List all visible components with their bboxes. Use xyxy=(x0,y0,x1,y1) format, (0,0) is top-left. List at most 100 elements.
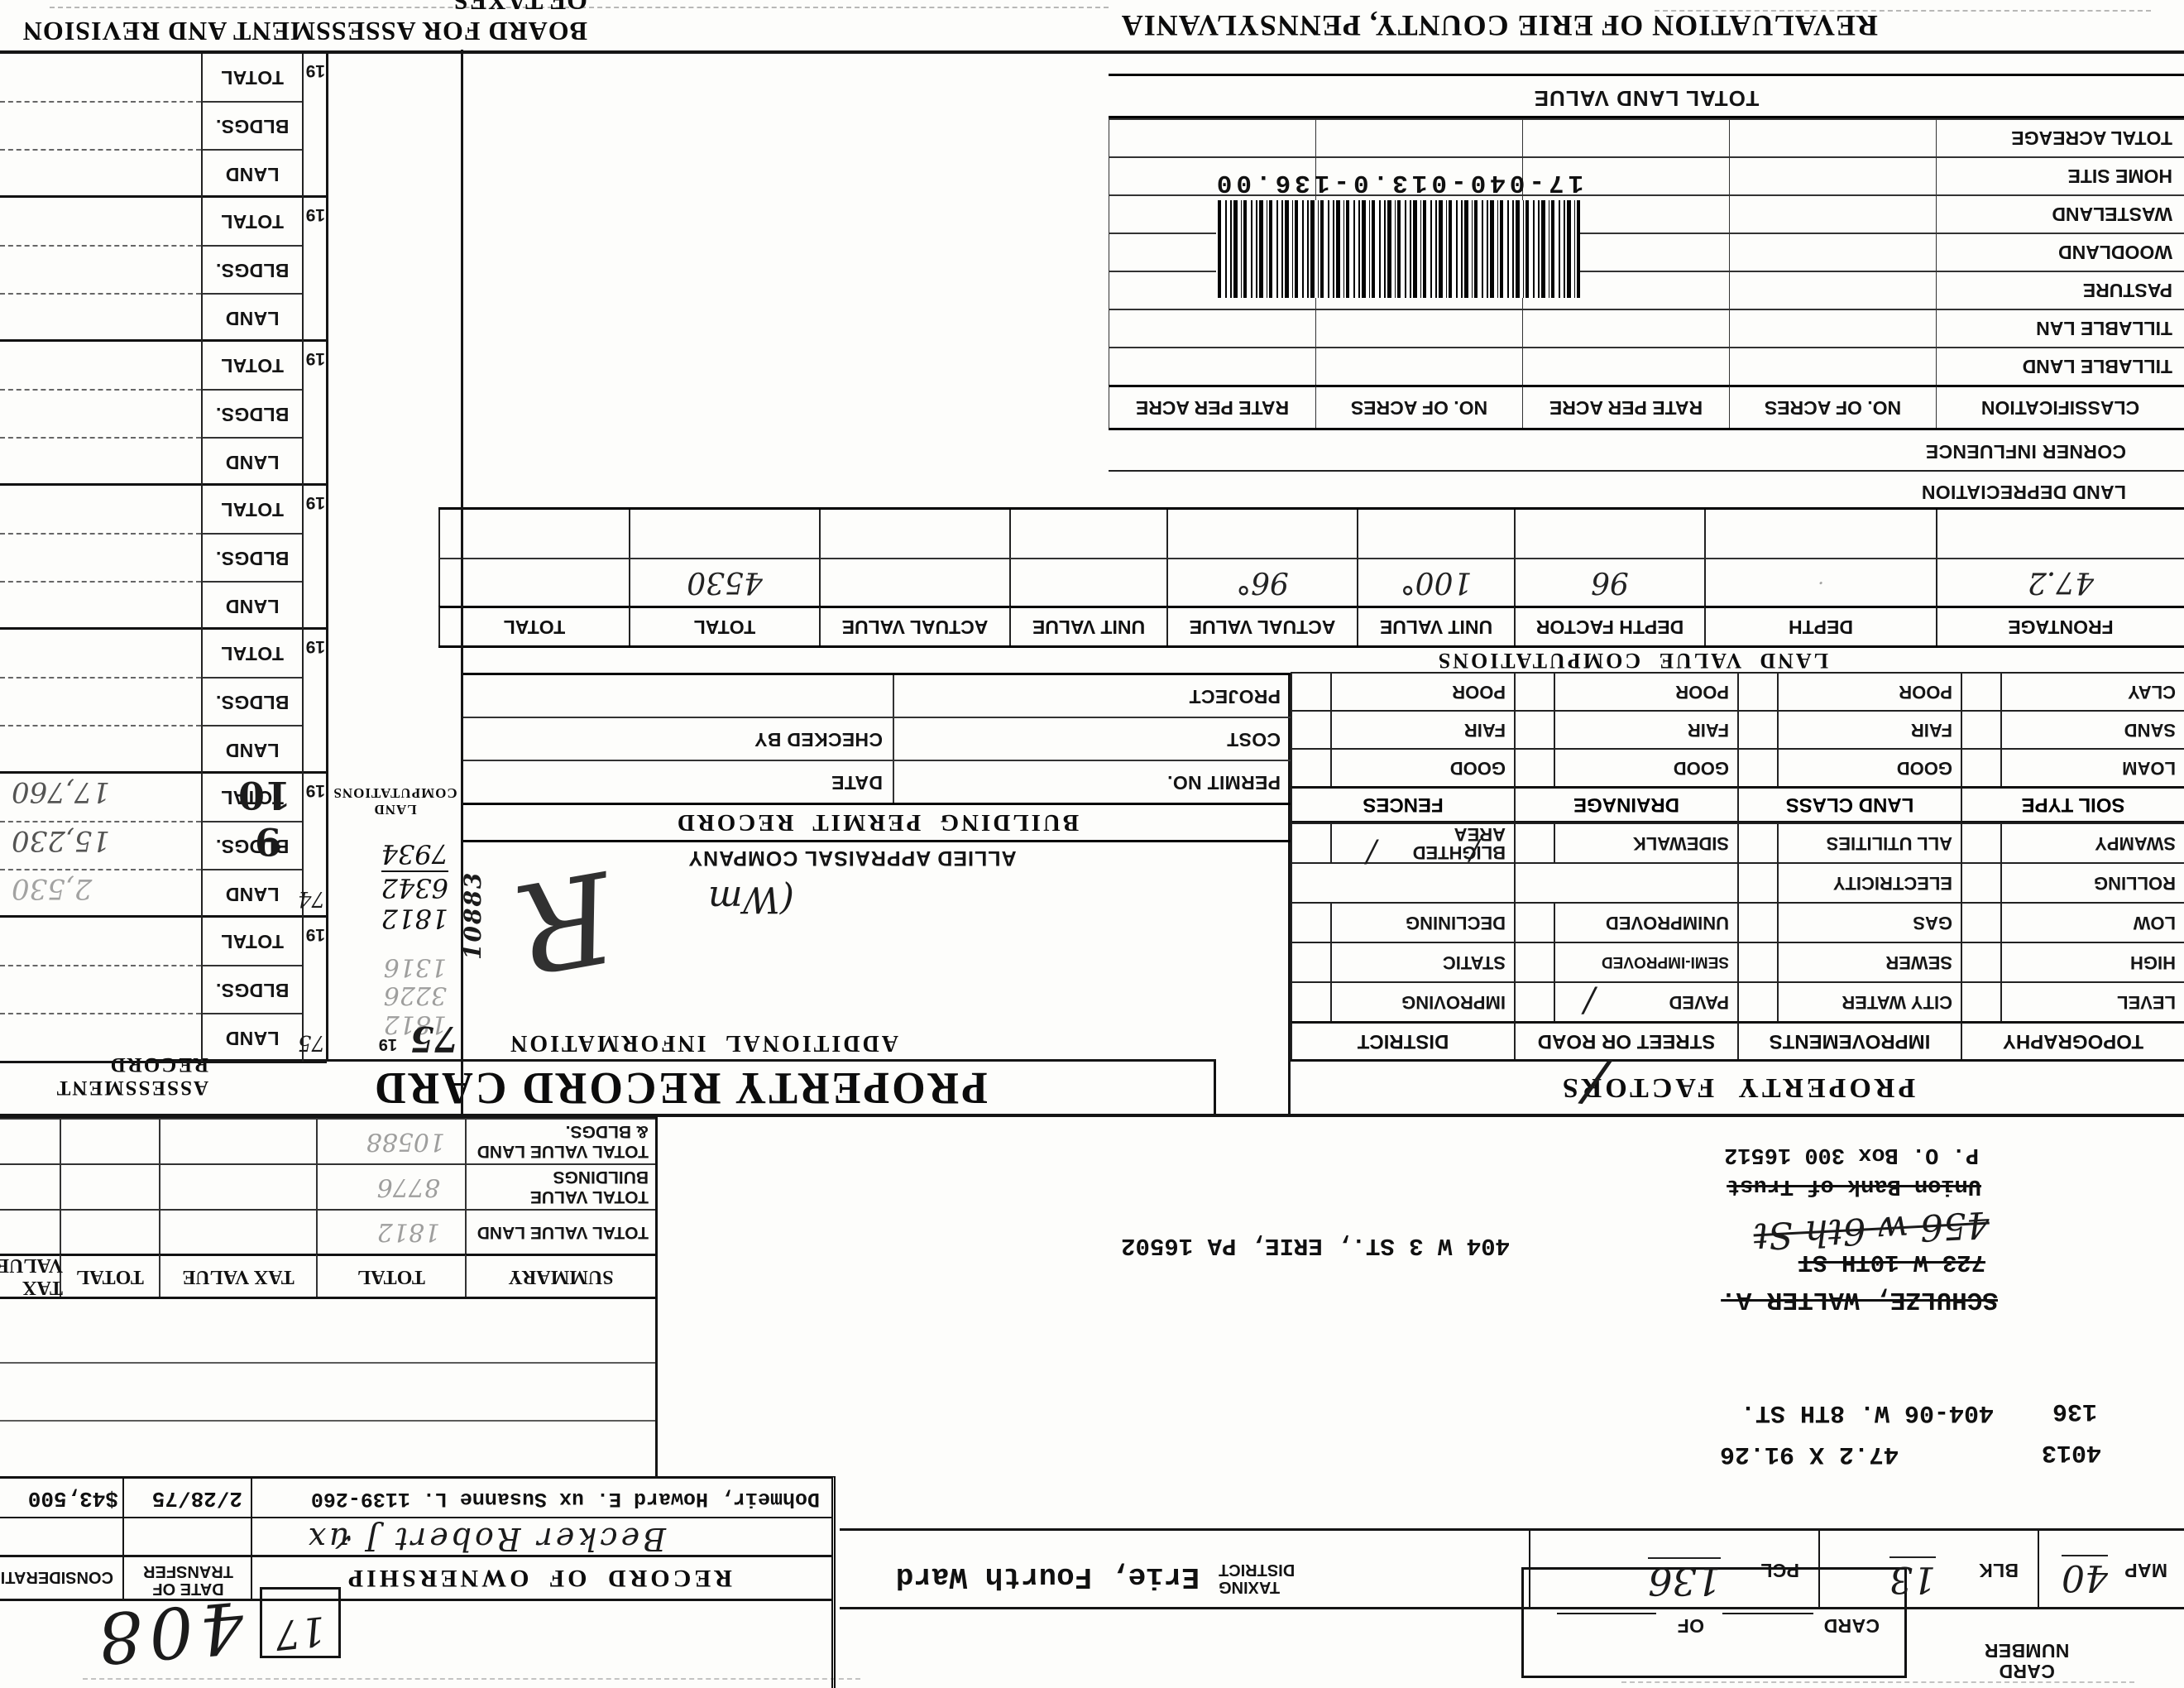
summary-title: SUMMARY xyxy=(508,1266,614,1288)
ink-total-value: 7934 xyxy=(381,838,448,873)
lvc-header: DEPTH FACTOR xyxy=(1514,606,1704,645)
year-19: 19 xyxy=(305,925,325,944)
assessment-block-5: 19 LAND BLDGS. TOTAL xyxy=(0,339,327,486)
bldgs-label: BLDGS. xyxy=(215,115,290,137)
class-cell xyxy=(1522,309,1729,347)
lvc-value-actual: 96° xyxy=(1166,558,1357,606)
soil-cell-fair: FAIR xyxy=(1291,710,1514,748)
checked-by-cell: CHECKED BY xyxy=(463,718,893,760)
year-suffix-handwritten: 75 xyxy=(297,1030,325,1055)
factor-label: SEMI-IMPROVED xyxy=(1601,953,1729,971)
summary-cell xyxy=(159,1209,316,1254)
factor-label: STATIC xyxy=(1442,952,1506,973)
soil-label: GOOD xyxy=(1896,758,1952,779)
soil-header: FENCES xyxy=(1291,786,1514,822)
summary-cell xyxy=(159,1118,316,1163)
land-depreciation-label: LAND DEPRECIATION xyxy=(1921,482,2126,504)
pencil-value: 1316 xyxy=(383,952,447,981)
value-line xyxy=(0,532,201,582)
lvc-header: DEPTH xyxy=(1704,606,1936,645)
page-title: PROPERTY RECORD CARD xyxy=(372,1062,988,1113)
lvc-value-total: 4530 xyxy=(629,558,819,606)
year-cell: 19 xyxy=(302,486,327,630)
summary-cell xyxy=(0,1163,60,1209)
unit-value-header: UNIT VALUE xyxy=(1379,616,1493,638)
card-count-handwritten: 17 xyxy=(272,1606,328,1659)
classification-header: RATE PER ACRE xyxy=(1109,385,1315,428)
checkbox xyxy=(1962,983,2002,1021)
value-line xyxy=(0,630,201,677)
lvc-value-frontage: 47.2 xyxy=(1936,558,2184,606)
land-class-header: LAND CLASS xyxy=(1785,794,1914,817)
actual-value-header: ACTUAL VALUE xyxy=(841,616,989,638)
land-value-computations-title: LAND VALUE COMPUTATIONS xyxy=(1435,649,1828,673)
factor-label: ROLLING xyxy=(2094,873,2176,894)
checkbox xyxy=(1962,824,2002,862)
classification-header: NO. OF ACRES xyxy=(1729,385,1936,428)
parcel-barcode-number: 17-040-013.0-136.00 xyxy=(1212,168,1584,197)
factor-cell-semi-improved: SEMI-IMPROVED xyxy=(1514,942,1737,981)
card-title-bar: PROPERTY RECORD CARD xyxy=(146,1062,1216,1114)
value-lines xyxy=(0,918,201,1062)
factors-col-header: STREET OR ROAD xyxy=(1514,1021,1737,1059)
parcel-street: 404-06 W. 8TH ST. xyxy=(1740,1398,1994,1427)
factors-col-header: IMPROVEMENTS xyxy=(1737,1021,1961,1059)
factor-label: GAS xyxy=(1913,913,1952,933)
total-label: TOTAL xyxy=(76,1266,144,1288)
class-cell xyxy=(1109,118,1315,156)
factor-cell-empty xyxy=(1291,862,1514,902)
class-cell xyxy=(1109,347,1315,385)
land-value-pencil: 2,530 xyxy=(12,872,93,906)
board-footer: BOARD FOR ASSESSMENT AND REVISION OF TAX… xyxy=(22,0,587,46)
value-lines: 2,530 15,230 17,760 xyxy=(0,774,201,918)
class-cell xyxy=(1729,309,1936,347)
class-cell xyxy=(1729,271,1936,309)
checkbox xyxy=(1739,983,1779,1021)
lvc-value-depth: · xyxy=(1704,558,1936,606)
value-line xyxy=(0,437,201,486)
lvc-table: FRONTAGE DEPTH DEPTH FACTOR UNIT VALUE A… xyxy=(438,507,2184,648)
summary-cell: 10588 xyxy=(316,1118,465,1163)
factor-label: CITY WATER xyxy=(1842,992,1952,1013)
value-line: 15,230 xyxy=(0,820,201,870)
class-cell xyxy=(1522,347,1729,385)
value-line xyxy=(0,198,201,245)
factor-label: LEVEL xyxy=(2117,992,2176,1013)
factor-label: HIGH xyxy=(2130,952,2176,973)
summary-cell xyxy=(60,1163,159,1209)
allied-appraisal-company-label: ALLIED APPRAISAL COMPANY xyxy=(687,846,1017,870)
soil-label: POOR xyxy=(1675,682,1729,703)
consideration-label: CONSIDERATION xyxy=(0,1568,113,1586)
district-header: DISTRICT xyxy=(1357,1030,1449,1053)
factor-label: UNIMPROVED xyxy=(1605,913,1729,933)
value-lines xyxy=(0,630,201,774)
ownership-row2-date: 2/28/75 xyxy=(151,1486,242,1511)
checkbox xyxy=(1516,712,1555,748)
permit-row-1: PERMIT NO. DATE xyxy=(463,760,1291,803)
summary-row-label: TOTAL VALUE LAND & BLDGS. xyxy=(477,1122,649,1162)
scan-artifact xyxy=(1621,1681,2134,1683)
classification-label: CLASSIFICATION xyxy=(1980,397,2140,419)
appraiser-signature: (Wm xyxy=(707,878,794,920)
additional-information-title: ADDITIONAL INFORMATION xyxy=(508,1030,898,1056)
actual-value-header: ACTUAL VALUE xyxy=(1189,616,1336,638)
bold-stamp-10: 10 xyxy=(237,773,291,818)
taxing-district-label: TAXING DISTRICT xyxy=(1219,1561,1305,1596)
factor-cell-blighted-area: BLIGHTED AREA xyxy=(1291,822,1514,863)
factor-label: PAVED xyxy=(1669,992,1729,1013)
lvc-empty-cell xyxy=(629,510,819,558)
street-or-road-header: STREET OR ROAD xyxy=(1537,1030,1716,1053)
class-cell xyxy=(1315,347,1522,385)
class-cell xyxy=(1315,118,1522,156)
value-lines xyxy=(0,342,201,486)
value-lines xyxy=(0,54,201,198)
divider xyxy=(0,1517,831,1518)
permit-row-3: PROJECT xyxy=(463,675,1291,717)
divider xyxy=(2038,1531,2039,1609)
land-computations-strip: LAND COMPUTATIONS xyxy=(328,784,462,818)
building-permit-record-title: BUILDING PERMIT RECORD xyxy=(674,809,1080,837)
classification-header: NO. OF ACRES xyxy=(1315,385,1522,428)
checkbox xyxy=(1962,674,2002,710)
factors-col-header: DISTRICT xyxy=(1291,1021,1514,1059)
soil-label: FAIR xyxy=(1463,720,1506,741)
